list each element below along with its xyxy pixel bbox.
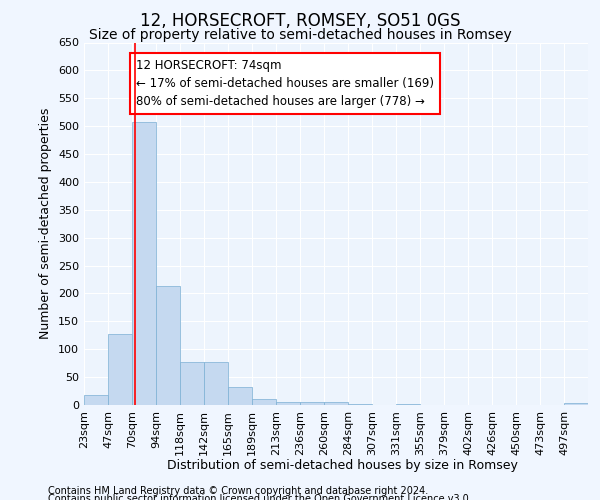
Y-axis label: Number of semi-detached properties: Number of semi-detached properties	[40, 108, 52, 340]
Text: 12 HORSECROFT: 74sqm
← 17% of semi-detached houses are smaller (169)
80% of semi: 12 HORSECROFT: 74sqm ← 17% of semi-detac…	[136, 59, 434, 108]
Bar	[348, 404, 372, 405]
Bar	[300, 402, 324, 405]
Bar	[180, 362, 204, 405]
Bar	[324, 402, 348, 405]
Text: Distribution of semi-detached houses by size in Romsey: Distribution of semi-detached houses by …	[167, 460, 517, 472]
Bar	[156, 286, 180, 405]
Text: Size of property relative to semi-detached houses in Romsey: Size of property relative to semi-detach…	[89, 28, 511, 42]
Bar	[276, 402, 300, 405]
Bar	[108, 334, 132, 405]
Bar	[84, 395, 108, 405]
Bar	[228, 386, 252, 405]
Text: 12, HORSECROFT, ROMSEY, SO51 0GS: 12, HORSECROFT, ROMSEY, SO51 0GS	[140, 12, 460, 30]
Text: Contains public sector information licensed under the Open Government Licence v3: Contains public sector information licen…	[48, 494, 472, 500]
Bar	[564, 404, 588, 405]
Bar	[204, 362, 228, 405]
Bar	[132, 122, 156, 405]
Bar	[396, 404, 420, 405]
Text: Contains HM Land Registry data © Crown copyright and database right 2024.: Contains HM Land Registry data © Crown c…	[48, 486, 428, 496]
Bar	[252, 400, 276, 405]
